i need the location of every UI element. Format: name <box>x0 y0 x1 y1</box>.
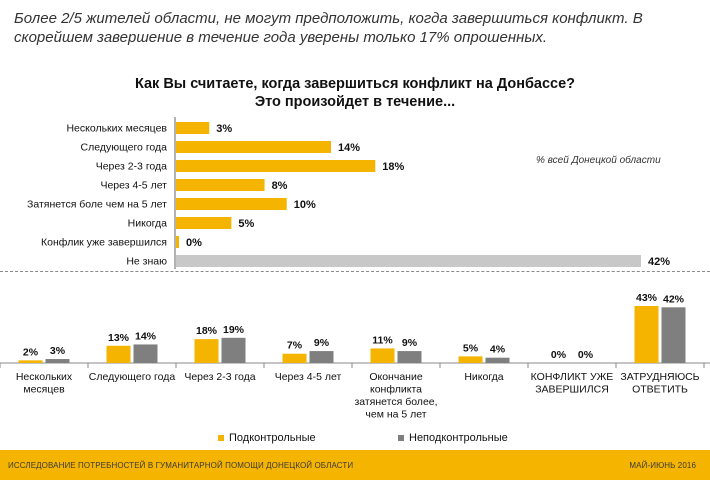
chart2-value-label: 0% <box>551 349 567 361</box>
chart1-bar <box>176 255 641 267</box>
chart2-value-label: 11% <box>372 334 393 346</box>
chart2-value-label: 19% <box>223 324 245 336</box>
chart2-category-label: Через 4-5 лет <box>275 371 342 383</box>
chart2-value-label: 18% <box>196 325 218 337</box>
chart2-value-label: 0% <box>578 349 594 361</box>
chart2-bar <box>485 357 510 363</box>
chart1-bar <box>176 179 265 191</box>
chart2-bar <box>309 351 334 363</box>
chart1-value-label: 3% <box>216 123 232 135</box>
footer-left-text: ИССЛЕДОВАНИЕ ПОТРЕБНОСТЕЙ В ГУМАНИТАРНОЙ… <box>8 460 354 470</box>
section-divider <box>0 271 710 272</box>
chart2-value-label: 42% <box>663 293 685 305</box>
chart2-value-label: 14% <box>135 330 157 342</box>
chart2-bar <box>133 344 158 363</box>
chart2-value-label: 7% <box>287 340 303 352</box>
horizontal-bar-chart: Нескольких месяцев 3% Следующего года 14% Че… <box>27 117 670 269</box>
chart1-category-label: Нескольких месяцев <box>66 123 167 135</box>
chart1-value-label: 42% <box>648 256 670 268</box>
chart2-value-label: 3% <box>50 345 66 357</box>
chart2-value-label: 5% <box>463 342 479 354</box>
chart2-category-label: Никогда <box>464 371 503 383</box>
chart2-value-label: 43% <box>636 292 658 304</box>
chart2-bar <box>106 345 131 363</box>
chart1-bar <box>176 198 287 210</box>
legend-label-uncontrolled: Неподконтрольные <box>409 432 508 444</box>
chart1-category-label: Никогда <box>128 218 167 230</box>
chart1-category-label: Через 2-3 года <box>96 161 167 173</box>
chart2-bar <box>661 307 686 363</box>
chart1-category-label: Затянется боле чем на 5 лет <box>27 199 167 211</box>
chart1-category-label: Конфлик уже завершился <box>41 237 167 249</box>
chart2-value-label: 9% <box>314 337 330 349</box>
chart1-bar <box>176 217 232 229</box>
chart2-category-label: Нескольких месяцев <box>16 371 73 396</box>
chart2-bar <box>370 348 395 363</box>
chart1-bar <box>176 141 331 153</box>
legend-item-controlled: Подконтрольные <box>218 432 316 444</box>
chart1-value-label: 0% <box>186 237 202 249</box>
chart1-bar <box>176 122 210 134</box>
chart1-bar <box>176 236 179 248</box>
chart1-value-label: 5% <box>238 218 254 230</box>
chart2-bar <box>282 353 307 363</box>
legend-label-controlled: Подконтрольные <box>229 432 316 444</box>
chart2-category-label: КОНФЛИКТ УЖЕ ЗАВЕРШИЛСЯ <box>531 371 614 396</box>
legend-swatch-controlled <box>218 435 224 441</box>
chart1-title: Как Вы считаете, когда завершиться конфл… <box>134 76 576 92</box>
chart1-category-label: Не знаю <box>126 256 167 268</box>
chart1-value-label: 10% <box>294 199 316 211</box>
chart2-bar <box>221 337 246 363</box>
chart1-value-label: 14% <box>338 142 360 154</box>
chart2-bar <box>397 351 422 363</box>
headline: Более 2/5 жителей области, не могут пред… <box>14 10 643 46</box>
chart2-bar <box>194 339 219 363</box>
grouped-bar-chart: 2% 3% Нескольких месяцев 13% 14% Следующего го… <box>0 292 710 421</box>
legend-swatch-uncontrolled <box>398 435 404 441</box>
legend-item-uncontrolled: Неподконтрольные <box>398 432 508 444</box>
chart1-category-label: Через 4-5 лет <box>100 180 167 192</box>
chart2-value-label: 2% <box>23 346 39 358</box>
chart1-subtitle: Это произойдет в течение... <box>254 94 456 110</box>
chart2-category-label: Следующего года <box>89 371 176 383</box>
chart2-value-label: 4% <box>490 344 506 356</box>
footer-bar: ИССЛЕДОВАНИЕ ПОТРЕБНОСТЕЙ В ГУМАНИТАРНОЙ… <box>0 450 710 480</box>
chart1-value-label: 18% <box>382 161 404 173</box>
chart1-value-label: 8% <box>272 180 288 192</box>
chart2-category-label: ЗАТРУДНЯЮСЬ ОТВЕТИТЬ <box>620 371 699 396</box>
chart2-category-label: Через 2-3 года <box>184 371 255 383</box>
chart2-category-label: Окончание конфликта затянется более, чем на… <box>354 371 437 421</box>
footer-right-text: МАЙ-ИЮНЬ 2016 <box>629 460 696 470</box>
chart2-bar <box>634 306 659 363</box>
chart1-category-label: Следующего года <box>81 142 168 154</box>
legend: Подконтрольные Неподконтрольные <box>0 432 710 446</box>
chart2-bar <box>18 360 43 363</box>
chart2-bar <box>458 356 483 363</box>
chart2-bar <box>45 359 70 363</box>
chart2-value-label: 9% <box>402 337 418 349</box>
chart2-value-label: 13% <box>108 332 130 344</box>
chart1-note: % всей Донецкой области <box>536 155 661 166</box>
chart1-bar <box>176 160 376 172</box>
